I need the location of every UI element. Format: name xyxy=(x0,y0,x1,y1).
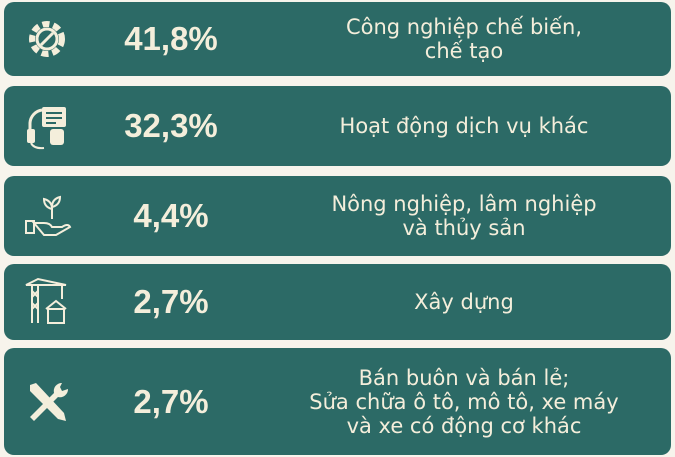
row: 32,3% Hoạt động dịch vụ khác xyxy=(4,86,671,166)
tools-icon xyxy=(30,382,69,421)
label: Xây dựng xyxy=(259,290,669,314)
label: Nông nghiệp, lâm nghiệp và thủy sản xyxy=(259,192,669,240)
label: Công nghiệp chế biến, chế tạo xyxy=(259,15,669,63)
label-line: Xây dựng xyxy=(414,290,514,314)
label-line: và xe có động cơ khác xyxy=(346,413,582,438)
label-line: chế tạo xyxy=(424,39,504,63)
percent: 32,3% xyxy=(124,107,218,144)
row: 2,7% Bán buôn và bán lẻ; Sửa chữa ô tô, m… xyxy=(4,348,671,455)
label: Hoạt động dịch vụ khác xyxy=(259,114,669,138)
percent: 2,7% xyxy=(133,382,209,420)
percent: 2,7% xyxy=(133,283,209,320)
percent: 4,4% xyxy=(133,197,209,234)
label-line: Sửa chữa ô tô, mô tô, xe máy xyxy=(309,389,619,414)
label-line: Hoạt động dịch vụ khác xyxy=(339,114,589,138)
crane-icon xyxy=(25,277,67,324)
row: 2,7% Xây dựng xyxy=(4,264,671,340)
label-line: Nông nghiệp, lâm nghiệp xyxy=(331,192,597,216)
gear-icon xyxy=(29,21,65,57)
support-icon xyxy=(27,107,66,150)
plant-icon xyxy=(25,195,72,236)
row: 41,8% Công nghiệp chế biến, chế tạo xyxy=(4,2,671,76)
label-line: Bán buôn và bán lẻ; xyxy=(358,365,570,390)
label: Bán buôn và bán lẻ; Sửa chữa ô tô, mô tô,… xyxy=(259,366,669,438)
label-line: và thủy sản xyxy=(402,216,526,240)
row: 4,4% Nông nghiệp, lâm nghiệp và thủy sản xyxy=(4,176,671,256)
percent: 41,8% xyxy=(124,20,218,57)
label-line: Công nghiệp chế biến, xyxy=(345,15,583,39)
